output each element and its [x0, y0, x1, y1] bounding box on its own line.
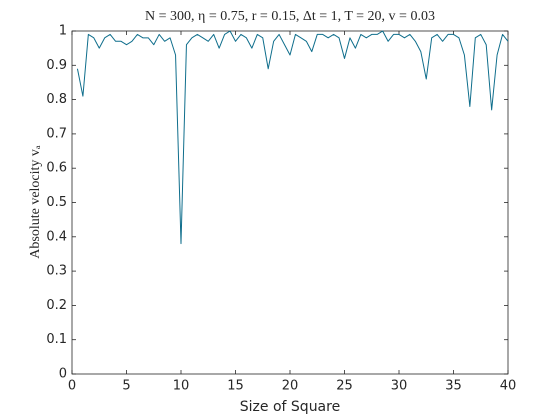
x-tick-label: 15 — [227, 379, 244, 394]
y-tick-label: 0.7 — [46, 126, 67, 141]
y-tick-label: 0.3 — [46, 264, 67, 279]
y-tick-label: 0.8 — [46, 92, 67, 107]
y-tick-label: 0.6 — [46, 161, 67, 176]
y-tick-label: 0 — [59, 367, 67, 382]
y-tick-label: 0.4 — [46, 229, 67, 244]
x-tick-label: 20 — [282, 379, 299, 394]
x-tick-label: 30 — [391, 379, 408, 394]
y-tick-label: 0.9 — [46, 58, 67, 73]
y-tick-label: 0.2 — [46, 298, 67, 313]
x-axis-label: Size of Square — [240, 399, 340, 415]
y-tick-label: 1 — [59, 24, 67, 39]
line-series — [76, 30, 509, 245]
x-tick-label: 5 — [122, 379, 130, 394]
y-tick-label: 0.1 — [46, 332, 67, 347]
x-tick-label: 10 — [173, 379, 190, 394]
y-axis-label: Absolute velocity vₐ — [28, 145, 43, 259]
x-tick-label: 0 — [68, 379, 76, 394]
y-tick-label: 0.5 — [46, 195, 67, 210]
plot-box — [71, 30, 509, 375]
x-tick-label: 35 — [445, 379, 462, 394]
x-tick-label: 25 — [336, 379, 353, 394]
x-tick-label: 40 — [500, 379, 517, 394]
chart-title: N = 300, η = 0.75, r = 0.15, Δt = 1, T =… — [145, 9, 435, 24]
